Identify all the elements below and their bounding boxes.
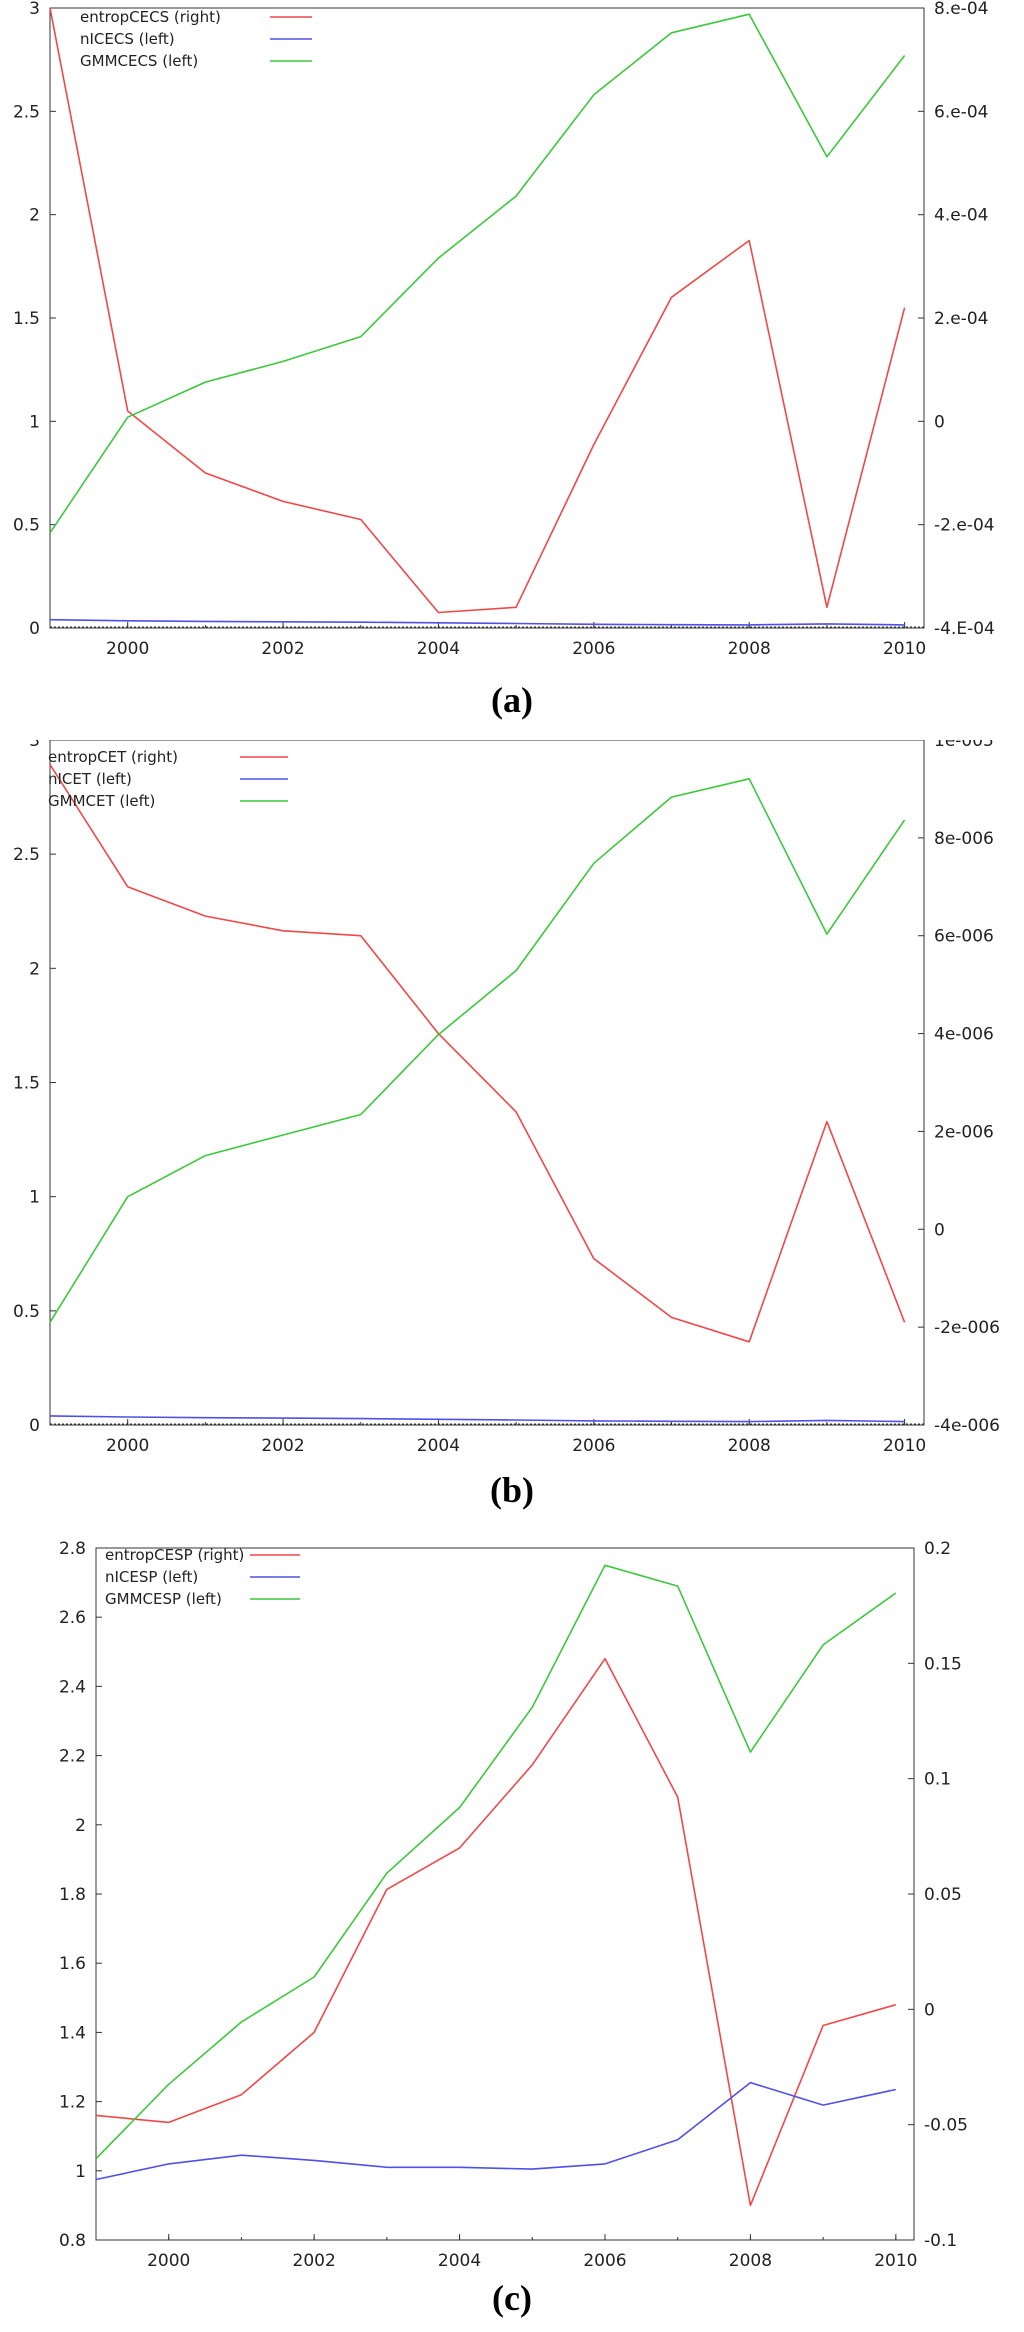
left-y-tick-label: 1.5 [13,309,40,329]
left-y-tick-label: 1.8 [59,1885,86,1905]
series-line-nICECS [49,618,905,626]
right-y-tick-label: 0 [934,1220,945,1240]
left-y-tick-label: 0.8 [59,2231,86,2251]
legend-label: nICET (left) [48,770,132,788]
legend-label: entropCET (right) [48,748,178,766]
chart-panel-c: 0.8 1 1.2 1.4 1.6 1.8 2 2.2 2.4 2.6 2.8 -0.1 -0.05 0 0… [0,1530,1024,2332]
right-y-tick-label: 6e-006 [934,927,994,947]
right-y-tick-label: 0.2 [924,1539,951,1559]
series-line-GMMCET [49,777,906,1323]
left-y-tick-label: 2 [29,959,40,979]
series-line-GMMCECS [49,13,906,534]
left-y-tick-label: 2.6 [59,1608,86,1628]
line-chart-b: 0 0.5 1 1.5 2 2.5 3 -4e-006 -2e-006 0 2e-006 4e-006… [13,740,1000,1510]
right-y-tick-label: -2.e-04 [934,516,995,536]
left-y-tick-label: 3 [29,0,40,19]
left-y-tick-label: 2.2 [59,1747,86,1767]
x-tick-label: 2008 [729,2251,772,2271]
x-tick-label: 2008 [728,639,771,659]
left-y-tick-label: 3 [29,740,40,751]
right-y-tick-label: -4.E-04 [934,619,995,639]
x-tick-label: 2008 [728,1436,771,1456]
left-y-tick-label: 1.5 [13,1074,40,1094]
legend-label: GMMCET (left) [48,792,155,810]
x-tick-label: 2010 [874,2251,917,2271]
legend-label: nICESP (left) [105,1568,198,1586]
right-y-tick-label: 2.e-04 [934,309,988,329]
series-line-nICET [49,1415,905,1423]
right-y-tick-label: -2e-006 [934,1318,1000,1338]
right-y-tick-label: 1e-005 [934,740,994,751]
right-y-tick-label: 0.15 [924,1654,962,1674]
x-tick-label: 2010 [883,1436,926,1456]
right-y-tick-label: -4e-006 [934,1416,1000,1436]
left-y-tick-label: 2.8 [59,1539,86,1559]
left-y-tick-label: 2 [75,1816,86,1836]
x-tick-label: 2004 [417,1436,460,1456]
x-tick-label: 2006 [583,2251,626,2271]
right-y-tick-label: -0.05 [924,2116,968,2136]
right-y-tick-label: 4e-006 [934,1025,994,1045]
left-y-tick-label: 0.5 [13,1302,40,1322]
left-y-tick-label: 0 [29,619,40,639]
left-y-tick-label: 2.5 [13,845,40,865]
x-tick-label: 2000 [147,2251,190,2271]
plot-frame [95,1547,915,2241]
left-y-tick-label: 1.2 [59,2093,86,2113]
right-y-tick-label: 0.1 [924,1770,951,1790]
panel-caption: (c) [492,2278,532,2318]
x-tick-label: 2004 [417,639,460,659]
right-y-tick-label: 8e-006 [934,829,994,849]
left-y-tick-label: 1.4 [59,2023,86,2043]
legend-label: entropCESP (right) [105,1546,244,1564]
left-y-tick-label: 2.4 [59,1677,86,1697]
x-tick-label: 2000 [106,1436,149,1456]
right-y-tick-label: 4.e-04 [934,206,988,226]
plot-frame [49,7,925,629]
left-y-tick-label: 2.5 [13,102,40,122]
right-y-tick-label: 2e-006 [934,1122,994,1142]
x-tick-label: 2002 [293,2251,336,2271]
left-y-tick-label: 1 [29,1188,40,1208]
legend-label: entropCECS (right) [80,8,221,26]
right-y-tick-label: 6.e-04 [934,102,988,122]
left-y-tick-label: 2 [29,206,40,226]
panel-caption: (b) [490,1470,534,1510]
left-y-tick-label: 1 [75,2162,86,2182]
line-chart-c: 0.8 1 1.2 1.4 1.6 1.8 2 2.2 2.4 2.6 2.8 -0.1 -0.05 0 0… [59,1539,968,2318]
right-y-tick-label: 0 [934,412,945,432]
legend-label: GMMCECS (left) [80,52,198,70]
series-line-entropCET [49,764,906,1343]
x-tick-label: 2006 [572,639,615,659]
x-tick-label: 2010 [883,639,926,659]
series-line-nICESP [95,2081,896,2181]
right-y-tick-label: 0.05 [924,1885,962,1905]
x-tick-label: 2002 [261,639,304,659]
line-chart-a: 0 0.5 1 1.5 2 2.5 3 -4.E-04 -2.e-04 0 2.e-04 4.e-04… [13,0,995,720]
left-y-tick-label: 0 [29,1416,40,1436]
left-y-tick-label: 1 [29,412,40,432]
right-y-tick-label: -0.1 [924,2231,957,2251]
x-tick-label: 2000 [106,639,149,659]
right-y-tick-label: 0 [924,2000,935,2020]
series-line-GMMCESP [95,1564,897,2160]
left-y-tick-label: 0.5 [13,516,40,536]
x-tick-label: 2006 [572,1436,615,1456]
legend-label: GMMCESP (left) [105,1590,222,1608]
left-y-tick-label: 1.6 [59,1954,86,1974]
chart-panel-a: 0 0.5 1 1.5 2 2.5 3 -4.E-04 -2.e-04 0 2.e-04 4.e-04… [0,0,1024,740]
x-tick-label: 2002 [261,1436,304,1456]
legend-label: nICECS (left) [80,30,175,48]
x-tick-label: 2004 [438,2251,481,2271]
series-line-entropCESP [95,1657,897,2207]
chart-panel-b: 0 0.5 1 1.5 2 2.5 3 -4e-006 -2e-006 0 2e-006 4e-006… [0,740,1024,1530]
panel-caption: (a) [491,680,533,720]
series-line-entropCECS [49,7,906,614]
right-y-tick-label: 8.e-04 [934,0,988,19]
